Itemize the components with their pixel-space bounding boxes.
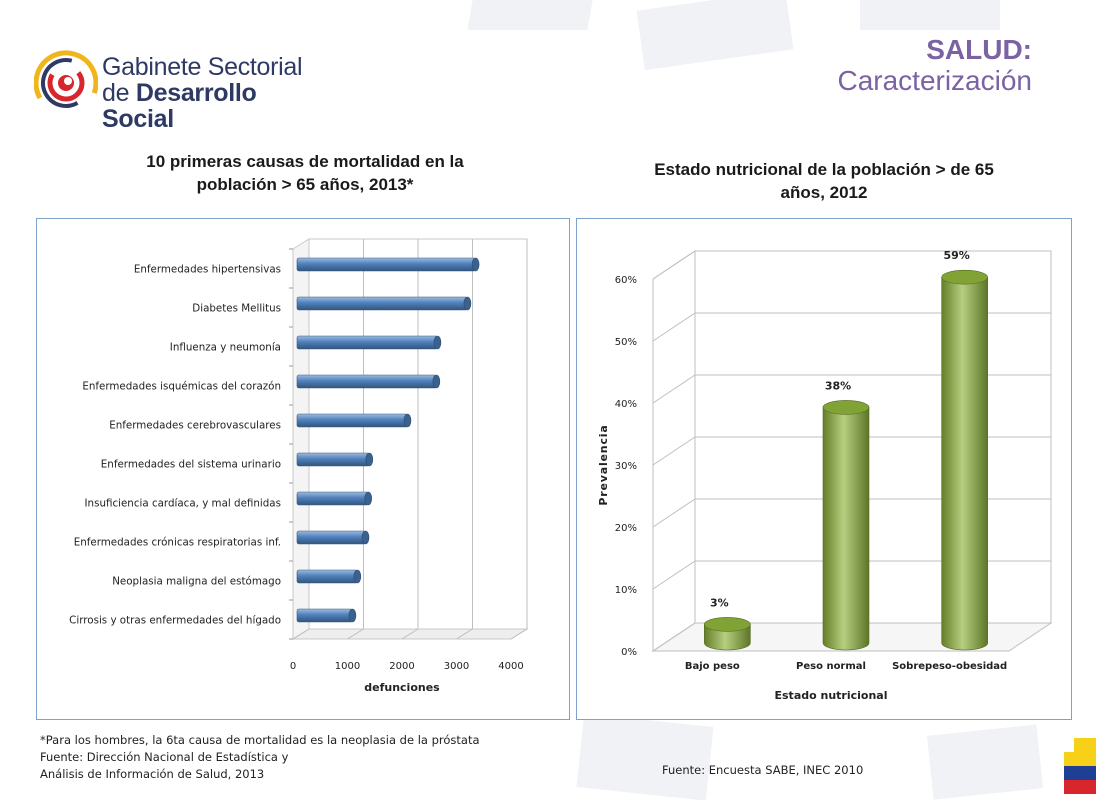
data-label: 59% xyxy=(943,249,969,262)
bar-end-cap xyxy=(471,257,480,272)
background-shape xyxy=(636,0,794,71)
bar-top-cap xyxy=(704,617,751,632)
x-tick-label: 2000 xyxy=(389,661,414,672)
bar-top-cap xyxy=(822,400,870,415)
page-title-line2: Caracterización xyxy=(837,65,1032,96)
y-tick-label: Diabetes Mellitus xyxy=(192,303,281,315)
x-tick-label: Peso normal xyxy=(796,661,866,672)
bar-end-cap xyxy=(365,452,374,467)
bar-end-cap xyxy=(463,296,472,311)
x-tick-label: Sobrepeso-obesidad xyxy=(892,661,1007,672)
bar xyxy=(296,413,408,428)
mortality-chart-panel: 0 1000 2000 3000 4000 defunciones Enfermedades… xyxy=(36,218,570,720)
bar xyxy=(296,335,438,350)
x-axis-label: defunciones xyxy=(364,681,440,694)
bar xyxy=(941,276,988,651)
x-gridline-floor xyxy=(456,628,473,640)
bar-end-cap xyxy=(353,569,362,584)
ecuador-flag-icon xyxy=(1064,738,1096,794)
y-tick-label: Enfermedades hipertensivas xyxy=(134,264,281,276)
x-gridline-floor xyxy=(401,628,419,640)
bar xyxy=(296,452,370,467)
mortality-bar-chart: 0 1000 2000 3000 4000 defunciones Enfermedades… xyxy=(69,238,529,694)
bar xyxy=(704,624,751,651)
x-tick-label: 4000 xyxy=(498,661,523,672)
bar-end-cap xyxy=(432,374,441,389)
y-tick-label: 60% xyxy=(615,275,637,286)
bar xyxy=(296,569,358,584)
x-axis-label: Estado nutricional xyxy=(775,689,888,702)
y-tick-label: Enfermedades isquémicas del corazón xyxy=(82,381,281,393)
y-tick-label: Enfermedades del sistema urinario xyxy=(101,459,281,471)
data-label: 38% xyxy=(825,379,851,392)
bar-end-cap xyxy=(348,608,357,623)
bar xyxy=(296,296,468,311)
y-gridline xyxy=(652,560,1051,590)
x-tick-label: 1000 xyxy=(335,661,360,672)
left-chart-title: 10 primeras causas de mortalidad en la p… xyxy=(40,150,570,196)
y-gridline xyxy=(652,374,1051,404)
nutrition-chart-panel: 0% 10% 20% 30% 40% 50% 60% Prevalencia 3% Bajo pe… xyxy=(576,218,1072,720)
bar-end-cap xyxy=(403,413,412,428)
x-gridline-floor xyxy=(510,628,528,640)
y-tick-label: Insuficiencia cardíaca, y mal definidas xyxy=(85,498,281,510)
background-shape xyxy=(860,0,1000,30)
footnote-line1: *Para los hombres, la 6ta causa de morta… xyxy=(40,733,480,747)
footnote-line3: Análisis de Información de Salud, 2013 xyxy=(40,767,265,781)
bar xyxy=(296,530,366,545)
y-tick-label: Neoplasia maligna del estómago xyxy=(112,576,281,588)
bar xyxy=(296,257,476,272)
x-gridline-floor xyxy=(292,628,310,640)
right-source-note: Fuente: Encuesta SABE, INEC 2010 xyxy=(662,762,962,779)
bar-end-cap xyxy=(433,335,442,350)
y-tick-label: 20% xyxy=(615,523,637,534)
x-tick-label: 3000 xyxy=(444,661,469,672)
y-gridline xyxy=(652,498,1051,528)
footnote-line2: Fuente: Dirección Nacional de Estadístic… xyxy=(40,750,289,764)
right-source-text: Fuente: Encuesta SABE, INEC 2010 xyxy=(662,763,864,777)
right-chart-title-line2: años, 2012 xyxy=(780,183,868,202)
bar xyxy=(822,407,870,651)
y-tick-label: 50% xyxy=(615,337,637,348)
y-tick-label: 10% xyxy=(615,585,637,596)
background-shape xyxy=(576,713,714,801)
logo: Gabinete Sectorial de Desarrollo Social xyxy=(34,48,314,132)
logo-line2-prefix: de xyxy=(102,79,136,107)
y-tick-label: 0% xyxy=(621,647,637,658)
nutrition-bar-chart: 0% 10% 20% 30% 40% 50% 60% Prevalencia 3% Bajo pe… xyxy=(597,249,1053,702)
background-shape xyxy=(467,0,593,30)
y-axis-label: Prevalencia xyxy=(597,424,610,505)
bar-end-cap xyxy=(361,530,370,545)
y-gridline xyxy=(652,312,1051,342)
logo-line1: Gabinete Sectorial xyxy=(102,53,303,81)
left-chart-title-line1: 10 primeras causas de mortalidad en la xyxy=(146,152,464,171)
y-gridline xyxy=(652,436,1051,466)
y-tick-label: 40% xyxy=(615,399,637,410)
y-tick-label: Cirrosis y otras enfermedades del hígado xyxy=(69,615,281,627)
logo-text: Gabinete Sectorial de Desarrollo Social xyxy=(102,54,314,132)
bar xyxy=(296,491,369,506)
y-tick-label: Enfermedades crónicas respiratorias inf. xyxy=(74,537,281,549)
bar xyxy=(296,374,437,389)
right-chart-title: Estado nutricional de la población > de … xyxy=(576,158,1072,204)
logo-emblem-icon xyxy=(34,50,98,116)
x-tick-label: Bajo peso xyxy=(685,661,740,672)
data-label: 3% xyxy=(710,596,729,609)
right-chart-title-line1: Estado nutricional de la población > de … xyxy=(654,160,994,179)
y-gridline xyxy=(652,250,1051,280)
y-gridline xyxy=(652,622,1051,652)
y-tick-label: Influenza y neumonía xyxy=(170,342,281,354)
logo-line2-bold: Desarrollo Social xyxy=(102,79,257,133)
bar-end-cap xyxy=(364,491,373,506)
left-chart-title-line2: población > 65 años, 2013* xyxy=(196,175,414,194)
bar xyxy=(296,608,353,623)
y-tick-label: Enfermedades cerebrovasculares xyxy=(109,420,281,432)
page-title-line1: SALUD: xyxy=(926,34,1032,65)
x-tick-label: 0 xyxy=(290,661,296,672)
y-tick-label: 30% xyxy=(615,461,637,472)
left-footnote: *Para los hombres, la 6ta causa de morta… xyxy=(40,732,580,783)
page-title: SALUD: Caracterización xyxy=(837,34,1032,96)
x-gridline-floor xyxy=(347,628,364,640)
bar-top-cap xyxy=(941,269,988,285)
